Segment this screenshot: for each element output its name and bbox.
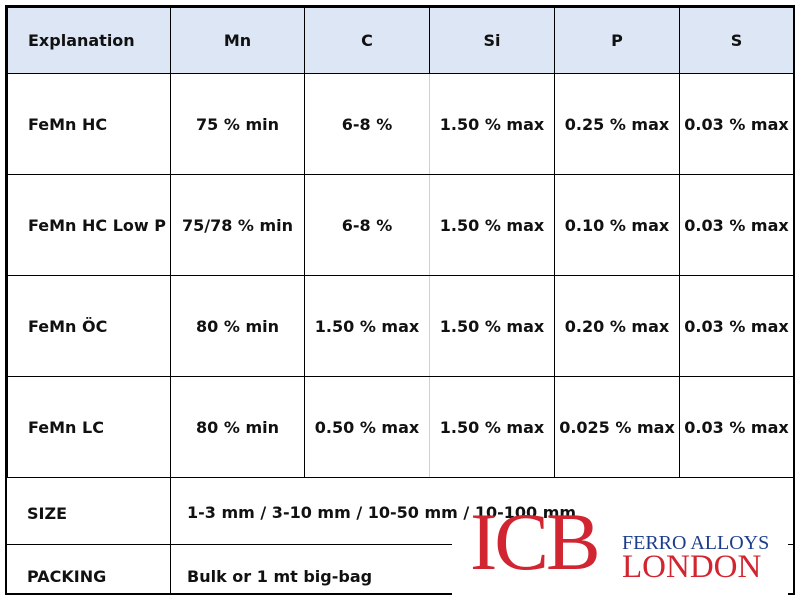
spec-table: Explanation Mn C Si P S FeMn HC 75 % min… [7,7,793,478]
s-value: 0.03 % max [679,376,793,478]
packing-value: Bulk or 1 mt big-bag [187,567,373,586]
mn-value: 80 % min [170,376,305,478]
icb-logo: ICB FERRO ALLOYS LONDON [470,501,780,589]
c-value: 6-8 % [304,73,430,175]
product-name: FeMn ÖC [7,275,171,377]
s-value: 0.03 % max [679,174,793,276]
c-value: 0.50 % max [304,376,430,478]
si-value: 1.50 % max [429,174,555,276]
size-divider [170,478,171,544]
si-value: 1.50 % max [429,275,555,377]
logo-london-text: LONDON [622,549,762,585]
c-value: 1.50 % max [304,275,430,377]
p-value: 0.025 % max [554,376,680,478]
s-value: 0.03 % max [679,275,793,377]
logo-icb-text: ICB [470,496,601,587]
s-value: 0.03 % max [679,73,793,175]
table-row: FeMn LC 80 % min 0.50 % max 1.50 % max 0… [7,376,793,478]
si-value: 1.50 % max [429,73,555,175]
logo-ferro-alloys-text: FERRO ALLOYS [622,532,770,554]
packing-divider [170,545,171,593]
header-p: P [554,7,680,74]
si-value: 1.50 % max [429,376,555,478]
packing-row: PACKING Bulk or 1 mt big-bag [7,544,793,593]
p-value: 0.10 % max [554,174,680,276]
size-value: 1-3 mm / 3-10 mm / 10-50 mm / 10-100 mm [187,503,577,522]
p-value: 0.20 % max [554,275,680,377]
header-explanation: Explanation [7,7,171,74]
c-value: 6-8 % [304,174,430,276]
header-c: C [304,7,430,74]
spec-frame: Explanation Mn C Si P S FeMn HC 75 % min… [5,5,795,595]
product-name: FeMn HC [7,73,171,175]
mn-value: 80 % min [170,275,305,377]
mn-value: 75 % min [170,73,305,175]
table-row: FeMn ÖC 80 % min 1.50 % max 1.50 % max 0… [7,275,793,377]
table-row: FeMn HC 75 % min 6-8 % 1.50 % max 0.25 %… [7,73,793,175]
header-si: Si [429,7,555,74]
product-name: FeMn HC Low P [7,174,171,276]
size-label: SIZE [27,504,68,523]
size-row: SIZE 1-3 mm / 3-10 mm / 10-50 mm / 10-10… [7,477,793,544]
header-s: S [679,7,793,74]
logo-backdrop [452,537,788,597]
table-row: FeMn HC Low P 75/78 % min 6-8 % 1.50 % m… [7,174,793,276]
packing-label: PACKING [27,567,107,586]
mn-value: 75/78 % min [170,174,305,276]
header-mn: Mn [170,7,305,74]
header-row: Explanation Mn C Si P S [7,7,793,74]
p-value: 0.25 % max [554,73,680,175]
product-name: FeMn LC [7,376,171,478]
